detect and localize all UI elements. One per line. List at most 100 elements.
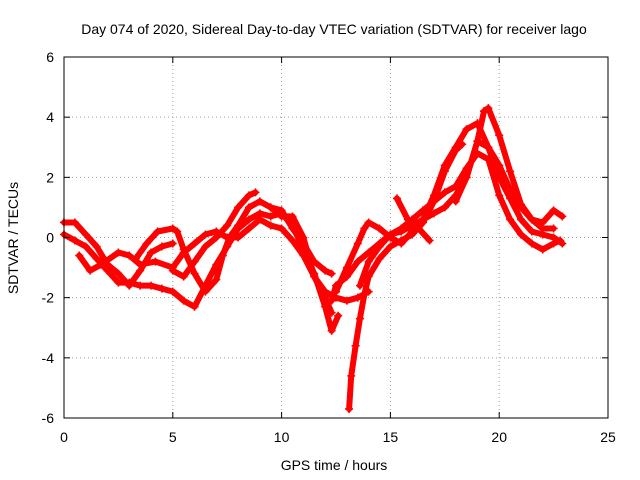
data-point <box>353 239 362 248</box>
data-point <box>244 203 253 212</box>
data-point <box>342 263 351 272</box>
data-point <box>429 209 438 218</box>
data-point <box>244 215 253 224</box>
data-point <box>440 203 449 212</box>
data-point <box>114 269 123 278</box>
series-pass-7 <box>327 149 565 305</box>
data-point <box>190 257 199 266</box>
data-point <box>375 242 384 251</box>
data-point <box>168 239 177 248</box>
data-point <box>327 326 336 335</box>
data-point <box>538 245 547 254</box>
data-point <box>92 242 101 251</box>
data-point <box>419 215 428 224</box>
x-tick-label: 5 <box>169 429 177 445</box>
data-point <box>125 278 134 287</box>
y-tick-label: -6 <box>42 410 55 426</box>
data-point <box>179 245 188 254</box>
series-pass-11 <box>392 194 434 245</box>
data-point <box>190 269 199 278</box>
data-series-group <box>60 104 567 413</box>
data-point <box>212 275 221 284</box>
data-point <box>516 203 525 212</box>
y-tick-label: -2 <box>42 290 55 306</box>
y-tick-label: 4 <box>46 109 54 125</box>
data-point <box>153 227 162 236</box>
data-point <box>81 242 90 251</box>
data-point <box>425 236 434 245</box>
data-point <box>288 236 297 245</box>
data-point <box>103 266 112 275</box>
data-point <box>527 215 536 224</box>
data-point <box>353 257 362 266</box>
data-point <box>375 224 384 233</box>
data-point <box>484 143 493 152</box>
data-point <box>375 254 384 263</box>
series-pass-1 <box>60 218 177 290</box>
data-point <box>131 254 140 263</box>
data-point <box>397 227 406 236</box>
data-point <box>70 236 79 245</box>
data-point <box>327 269 336 278</box>
data-point <box>266 221 275 230</box>
data-point <box>201 287 210 296</box>
data-point <box>392 194 401 203</box>
data-point <box>549 233 558 242</box>
x-tick-label: 15 <box>383 429 399 445</box>
data-point <box>527 239 536 248</box>
data-point <box>360 290 369 299</box>
x-axis-label: GPS time / hours <box>281 457 388 473</box>
data-point <box>386 242 395 251</box>
data-point <box>495 161 504 170</box>
data-point <box>157 242 166 251</box>
data-point <box>225 233 234 242</box>
data-point <box>201 230 210 239</box>
data-point <box>190 302 199 311</box>
data-point <box>81 230 90 239</box>
series-pass-5 <box>168 188 260 281</box>
data-point <box>386 230 395 239</box>
series-pass-12 <box>451 137 558 233</box>
data-point <box>473 137 482 146</box>
data-point <box>201 242 210 251</box>
data-point <box>86 266 95 275</box>
data-point <box>288 212 297 221</box>
chart-title: Day 074 of 2020, Sidereal Day-to-day VTE… <box>81 21 587 37</box>
data-point <box>506 185 515 194</box>
data-point <box>96 260 105 269</box>
data-point <box>429 191 438 200</box>
data-point <box>277 224 286 233</box>
y-tick-label: -4 <box>42 350 55 366</box>
data-point <box>506 215 515 224</box>
x-tick-label: 20 <box>491 429 507 445</box>
data-point <box>277 212 286 221</box>
data-point <box>451 143 460 152</box>
data-point <box>310 272 319 281</box>
data-point <box>147 248 156 257</box>
series-line <box>452 138 557 232</box>
data-point <box>516 230 525 239</box>
data-point <box>506 167 515 176</box>
data-point <box>403 215 412 224</box>
data-point <box>218 251 227 260</box>
data-point <box>440 161 449 170</box>
data-point <box>364 257 373 266</box>
data-point <box>334 311 343 320</box>
data-point <box>516 215 525 224</box>
x-tick-label: 10 <box>274 429 290 445</box>
data-point <box>549 206 558 215</box>
data-point <box>484 104 493 113</box>
data-point <box>168 287 177 296</box>
data-point <box>255 215 264 224</box>
data-point <box>151 257 160 266</box>
data-point <box>136 281 145 290</box>
data-point <box>347 371 356 380</box>
data-point <box>364 248 373 257</box>
data-point <box>345 404 354 413</box>
data-point <box>342 296 351 305</box>
data-point <box>299 233 308 242</box>
data-point <box>462 173 471 182</box>
data-point <box>549 224 558 233</box>
axis-ticks: 0 5 10 15 20 25 -6 -4 -2 0 2 4 6 <box>42 49 616 445</box>
data-point <box>462 125 471 134</box>
